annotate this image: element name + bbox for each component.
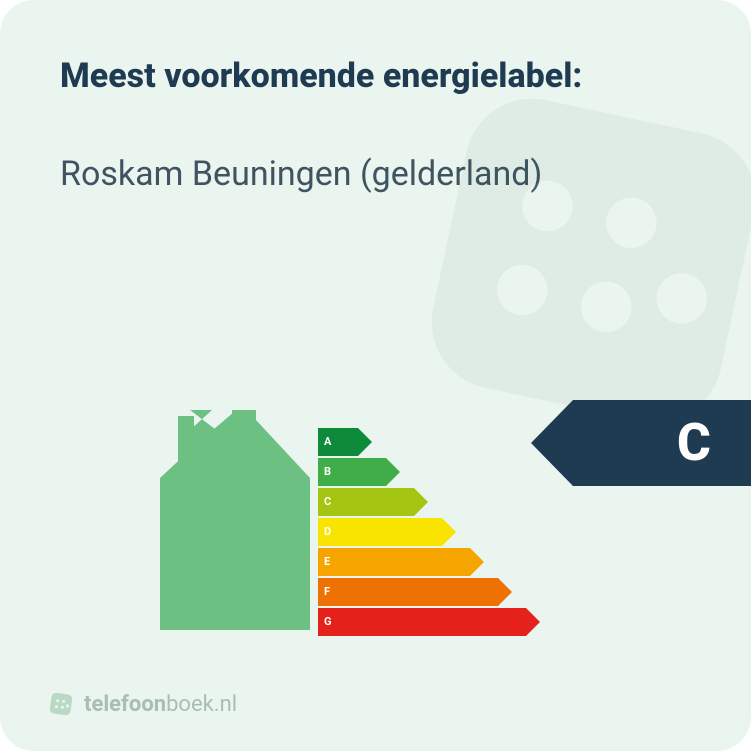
- energy-bar-label: E: [324, 548, 330, 576]
- energy-bar: [318, 488, 428, 516]
- active-label-letter: C: [677, 400, 711, 486]
- card: Meest voorkomende energielabel: Roskam B…: [0, 0, 751, 751]
- energy-bar: [318, 518, 456, 546]
- house-icon-shape: [160, 410, 310, 630]
- footer-brand: telefoonboek.nl: [48, 691, 237, 717]
- energy-bar: [318, 608, 540, 636]
- energy-bar-label: C: [324, 488, 331, 516]
- brand-text: telefoonboek.nl: [84, 692, 237, 717]
- energy-bar: [318, 548, 484, 576]
- brand-tld: .nl: [214, 692, 237, 717]
- energy-bar-label: G: [324, 608, 332, 636]
- active-label-indicator: C: [531, 400, 751, 486]
- brand-bold: telefoon: [84, 692, 166, 717]
- energy-bar-label: D: [324, 518, 331, 546]
- brand-logo-icon: [48, 691, 74, 717]
- energy-bar-label: B: [324, 458, 331, 486]
- energy-bar: [318, 578, 512, 606]
- page-title: Meest voorkomende energielabel:: [60, 56, 691, 97]
- energy-bar-label: A: [324, 428, 331, 456]
- brand-light: boek: [166, 692, 214, 717]
- energy-bar-label: F: [324, 578, 330, 606]
- location-subtitle: Roskam Beuningen (gelderland): [60, 153, 691, 196]
